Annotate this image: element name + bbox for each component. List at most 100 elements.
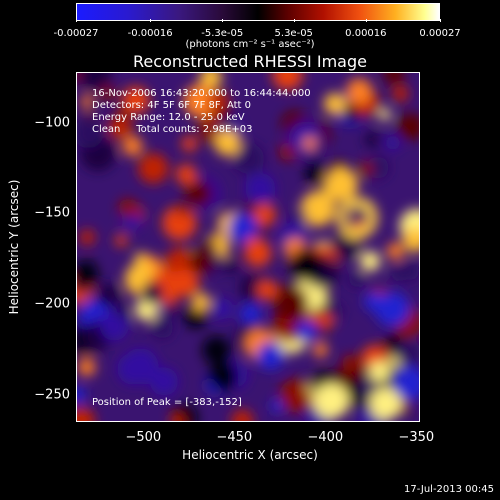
heatmap-blob <box>383 73 405 85</box>
heatmap-blob <box>77 118 104 149</box>
heatmap-blob <box>244 239 272 267</box>
heatmap-blob <box>295 320 317 342</box>
heatmap-blob <box>223 258 239 274</box>
colorbar-tick-label: 0.00027 <box>419 28 461 39</box>
heatmap-blob <box>165 303 178 316</box>
heatmap-blob <box>239 303 262 325</box>
heatmap-blob <box>80 95 94 109</box>
colorbar-tick-mark <box>222 19 224 22</box>
heatmap-blob <box>82 259 95 273</box>
heatmap-blob <box>150 367 179 396</box>
heatmap-blob <box>326 303 344 320</box>
heatmap-blob <box>288 121 323 155</box>
heatmap-blob <box>188 248 214 274</box>
heatmap-blob <box>175 164 197 185</box>
x-tick-label: −450 <box>216 430 253 445</box>
detectors-label: Detectors: 4F 5F 6F 7F 8F, Att 0 <box>92 100 252 111</box>
heatmap-blob <box>151 316 174 339</box>
heatmap-blob <box>181 135 198 152</box>
colorbar-tick-mark <box>440 19 441 22</box>
heatmap-blob <box>227 212 258 243</box>
heatmap-blob <box>323 92 346 115</box>
colorbar-tick-label: 5.3e-05 <box>274 28 313 39</box>
heatmap-blob <box>97 283 120 307</box>
heatmap-blob <box>220 112 234 125</box>
heatmap-blob <box>395 340 419 367</box>
heatmap-blob <box>162 205 197 241</box>
heatmap-blob <box>378 108 391 121</box>
heatmap-blob <box>397 113 419 141</box>
heatmap-blob <box>138 153 169 184</box>
heatmap-blob <box>256 341 285 370</box>
heatmap-blob <box>134 252 147 265</box>
heatmap-blob <box>293 208 307 222</box>
y-tick-label: −150 <box>34 205 70 221</box>
heatmap-blob <box>386 242 404 260</box>
heatmap-blob <box>118 198 137 218</box>
heatmap-blob <box>208 361 238 391</box>
colorbar-tick-label: -0.00016 <box>127 28 173 39</box>
colorbar-tick-label: -0.00027 <box>53 28 99 39</box>
heatmap-blob <box>122 348 159 385</box>
peak-core <box>351 212 364 225</box>
chart-title: Reconstructed RHESSI Image <box>133 52 367 71</box>
colorbar-units: (photons cm⁻² s⁻¹ asec⁻²) <box>185 39 315 50</box>
heatmap-blob <box>272 73 303 91</box>
footer-date: 17-Jul-2013 00:45 <box>403 484 494 495</box>
heatmap-blob <box>304 163 325 183</box>
heatmap-blob <box>289 247 324 282</box>
y-axis-label: Heliocentric Y (arcsec) <box>7 179 21 315</box>
heatmap-blob <box>369 387 402 420</box>
x-tick-label: −400 <box>307 430 344 445</box>
colorbar-tick-label: -5.3e-05 <box>201 28 244 39</box>
heatmap-blob <box>348 272 364 288</box>
heatmap-blob <box>183 84 217 118</box>
heatmap-blob <box>121 86 150 115</box>
heatmap-blob <box>324 167 359 202</box>
heatmap-blob <box>245 173 276 204</box>
heatmap-blob <box>77 386 86 404</box>
heatmap-blob <box>375 291 410 327</box>
heatmap-blob <box>274 285 309 320</box>
heatmap-blob <box>172 269 200 297</box>
heatmap-blob <box>100 312 129 341</box>
colorbar-tick-mark <box>293 19 295 22</box>
heatmap-blob <box>79 229 95 246</box>
heatmap-blob <box>203 239 217 253</box>
heatmap-blob <box>100 86 116 101</box>
clean-label: Clean Total counts: 2.98E+03 <box>92 124 253 135</box>
heatmap-blob <box>199 73 222 89</box>
x-tick-label: −350 <box>398 430 435 445</box>
x-tick-label: −500 <box>125 430 162 445</box>
peak-ring <box>336 197 378 239</box>
heatmap-blob <box>231 409 254 421</box>
time-range-label: 16-Nov-2006 16:43:20.000 to 16:44:44.000 <box>92 88 311 99</box>
heatmap-blob <box>177 203 190 216</box>
colorbar <box>76 3 440 21</box>
heatmap-blob <box>360 251 381 272</box>
heatmap-blob <box>117 107 131 121</box>
heatmap-blob <box>214 130 241 156</box>
heatmap-blob <box>270 399 284 413</box>
heatmap-blob <box>254 203 276 226</box>
peak-position-label: Position of Peak = [-383,-152] <box>92 397 242 408</box>
heatmap-blob <box>313 342 328 358</box>
plot-area <box>76 72 420 422</box>
heatmap-blob <box>108 115 132 139</box>
heatmap-blob <box>169 414 185 421</box>
heatmap-blob <box>303 136 317 150</box>
heatmap-blob <box>77 407 95 421</box>
heatmap-blob <box>140 282 164 305</box>
heatmap-blob <box>202 335 231 365</box>
heatmap-blob <box>392 366 419 401</box>
colorbar-tick-mark <box>365 19 367 22</box>
colorbar-tick-mark <box>76 19 77 22</box>
heatmap-blob <box>358 161 374 177</box>
heatmap-blob <box>211 298 234 320</box>
heatmap-blob <box>279 378 313 413</box>
colorbar-tick-mark <box>150 19 152 22</box>
heatmap-blob <box>346 78 373 105</box>
heatmap-blob <box>77 358 96 377</box>
heatmap-blob <box>369 361 390 382</box>
heatmap-blob <box>78 73 112 90</box>
